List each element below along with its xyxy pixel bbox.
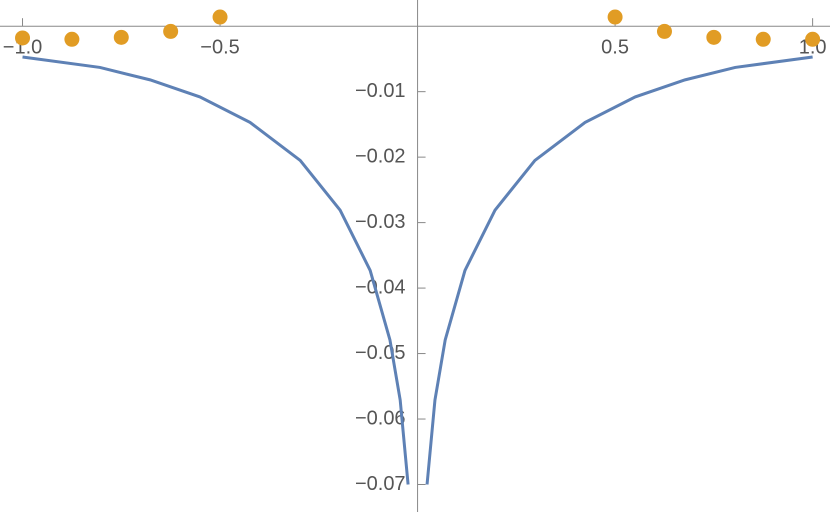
y-tick-label: −0.01 [355, 80, 406, 102]
line-segment [425, 55, 813, 485]
point [212, 9, 228, 25]
point [163, 23, 179, 39]
x-tick-label: 0.5 [601, 36, 629, 58]
point [64, 31, 80, 47]
y-tick-label: −0.05 [355, 342, 406, 364]
point [15, 30, 31, 46]
line-segment [22, 55, 410, 485]
point [656, 23, 672, 39]
point [607, 9, 623, 25]
point [805, 31, 821, 47]
y-tick-label: −0.04 [355, 276, 406, 298]
y-tick-label: −0.06 [355, 407, 406, 429]
x-tick-label: −1.0 [3, 36, 42, 58]
point [113, 29, 129, 45]
y-tick-label: −0.03 [355, 211, 406, 233]
y-tick-label: −0.02 [355, 145, 406, 167]
x-tick-label: −0.5 [200, 36, 239, 58]
point [706, 29, 722, 45]
point [755, 31, 771, 47]
y-tick-label: −0.07 [355, 473, 406, 495]
